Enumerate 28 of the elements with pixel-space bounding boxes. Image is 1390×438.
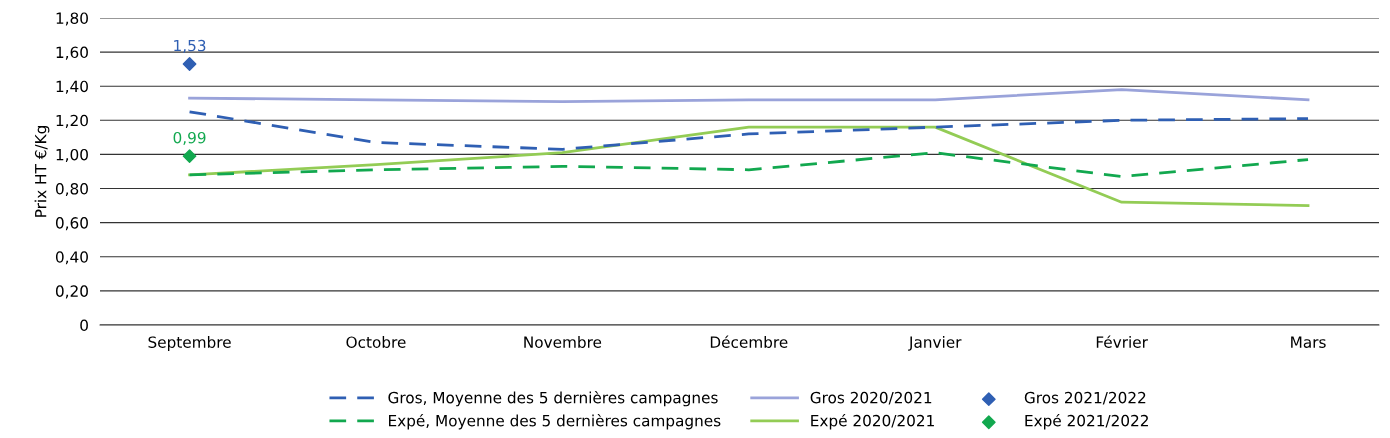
y-tick-label: 0	[80, 319, 88, 332]
y-tick-label: 1,00	[56, 148, 88, 162]
y-tick-label: 0,20	[55, 285, 88, 299]
y-tick-label: 1,20	[56, 114, 88, 128]
legend-label: Expé, Moyenne des 5 dernières campagnes	[389, 413, 721, 430]
line-series	[188, 88, 1310, 103]
legend-label: Expé 2021/2022	[1025, 413, 1148, 430]
x-tick-label: Mars	[1291, 336, 1326, 348]
x-tick-label: Décembre	[710, 335, 788, 348]
y-tick-label: 0,60	[55, 217, 88, 231]
x-tick-label: Février	[1096, 335, 1148, 348]
x-tick-label: Novembre	[524, 336, 602, 348]
line-series	[188, 151, 1310, 178]
x-tick-label: Octobre	[346, 336, 406, 348]
data-label: 0,99	[173, 131, 206, 145]
y-tick-label: 0,80	[55, 183, 88, 197]
y-tick-label: 1,40	[56, 80, 88, 94]
legend-label: Gros 2021/2022	[1024, 391, 1146, 405]
x-tick-label: Janvier	[908, 336, 962, 351]
y-axis-title: Prix HT €/Kg	[34, 126, 50, 217]
legend-label: Gros, Moyenne des 5 dernières campagnes	[388, 390, 718, 407]
x-tick-label: Septembre	[148, 336, 231, 351]
y-tick-label: 0,40	[55, 251, 88, 265]
legend-label: Expé 2020/2021	[811, 413, 934, 430]
y-tick-label: 1,80	[56, 12, 88, 26]
y-tick-label: 1,60	[56, 46, 88, 60]
data-label: 1,53	[174, 39, 206, 53]
legend-label: Gros 2020/2021	[810, 391, 932, 405]
